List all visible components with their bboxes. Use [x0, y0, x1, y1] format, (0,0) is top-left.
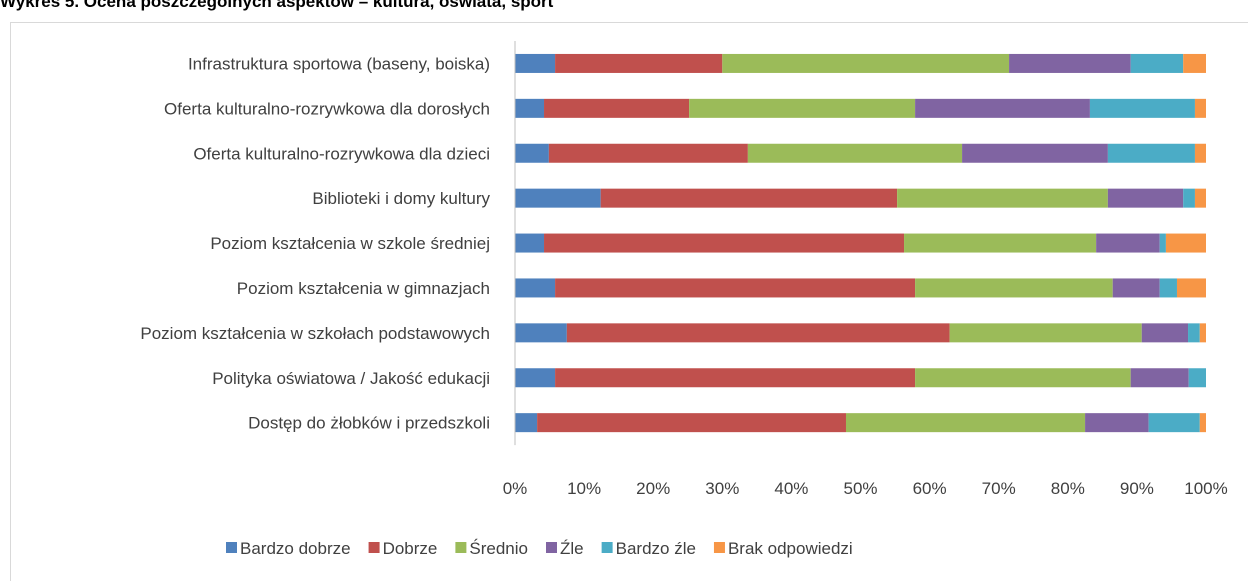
x-tick-label: 40% [774, 479, 808, 498]
bar-segment [1089, 98, 1195, 118]
bar-segment [555, 278, 916, 298]
bar-segment [548, 143, 748, 163]
bar-segment [555, 368, 916, 388]
y-tick-label: Polityka oświatowa / Jakość edukacji [212, 369, 490, 388]
bar-segment [904, 233, 1097, 253]
bar-segment [689, 98, 916, 118]
bar-segment [555, 53, 723, 73]
bar-segment [845, 413, 1086, 433]
bar-segment [915, 98, 1090, 118]
bar-segment [1188, 368, 1206, 388]
bar-segment [1096, 233, 1160, 253]
x-tick-label: 20% [636, 479, 670, 498]
bar-segment [1009, 53, 1131, 73]
bar-segment [515, 368, 556, 388]
bar-segment [1194, 188, 1206, 208]
bar-segment [1194, 143, 1206, 163]
legend-swatch [713, 542, 725, 553]
legend-label: Bardzo dobrze [240, 539, 351, 558]
legend-swatch [226, 542, 237, 553]
bar-segment [1183, 188, 1195, 208]
bar-segment [515, 278, 556, 298]
bar-segment [600, 188, 898, 208]
y-tick-label: Infrastruktura sportowa (baseny, boiska) [188, 54, 490, 73]
legend-swatch [455, 542, 467, 553]
bar-segment [515, 233, 545, 253]
bar-segment [962, 143, 1108, 163]
bar-segment [1130, 368, 1189, 388]
y-tick-label: Poziom kształcenia w szkołach podstawowy… [140, 324, 490, 343]
bar-segment [949, 323, 1142, 343]
chart-title: Wykres 5. Ocena poszczególnych aspektów … [0, 0, 554, 11]
bar-segment [515, 143, 549, 163]
bar-segment [915, 278, 1113, 298]
y-tick-label: Dostęp do żłobków i przedszkoli [248, 414, 490, 433]
bar-segment [1085, 413, 1149, 433]
y-tick-label: Biblioteki i domy kultury [312, 189, 490, 208]
x-tick-label: 30% [705, 479, 739, 498]
bar-segment [1176, 278, 1206, 298]
x-tick-label: 70% [982, 479, 1016, 498]
bar-segment [1199, 413, 1206, 433]
bar-segment [515, 413, 538, 433]
legend-label: Średnio [469, 539, 528, 558]
bar-segment [537, 413, 846, 433]
bar-segment [544, 98, 690, 118]
x-tick-label: 90% [1120, 479, 1154, 498]
bar-segment [1148, 413, 1200, 433]
x-tick-label: 100% [1184, 479, 1227, 498]
bar-segment [515, 188, 601, 208]
bar-segment [722, 53, 1010, 73]
bar-segment [747, 143, 963, 163]
y-tick-label: Oferta kulturalno-rozrywkowa dla dorosły… [164, 99, 490, 118]
legend-swatch [601, 542, 613, 553]
bar-segment [1159, 278, 1177, 298]
legend-label: Bardzo źle [616, 539, 696, 558]
bar-segment [1107, 143, 1195, 163]
bar-segment [1194, 98, 1206, 118]
bar-segment [1165, 233, 1206, 253]
y-tick-label: Poziom kształcenia w gimnazjach [237, 279, 490, 298]
bar-segment [1112, 278, 1160, 298]
bar-segment [1199, 323, 1206, 343]
bar-segment [1183, 53, 1206, 73]
bar-segment [515, 98, 545, 118]
bar-segment [1188, 323, 1200, 343]
bar-segment [1130, 53, 1184, 73]
legend-label: Źle [560, 539, 584, 558]
legend-label: Brak odpowiedzi [728, 539, 853, 558]
bar-segment [897, 188, 1108, 208]
bar-segment [515, 53, 556, 73]
legend-label: Dobrze [383, 539, 438, 558]
bar-segment [915, 368, 1131, 388]
x-tick-label: 60% [913, 479, 947, 498]
bar-segment [1159, 233, 1166, 253]
bar-segment [566, 323, 950, 343]
y-tick-label: Oferta kulturalno-rozrywkowa dla dzieci [193, 144, 490, 163]
x-tick-label: 10% [567, 479, 601, 498]
y-tick-label: Poziom kształcenia w szkole średniej [210, 234, 490, 253]
bar-segment [544, 233, 905, 253]
x-tick-label: 80% [1051, 479, 1085, 498]
legend-swatch [368, 542, 380, 553]
bar-segment [1107, 188, 1184, 208]
bar-segment [1141, 323, 1189, 343]
x-tick-label: 50% [843, 479, 877, 498]
x-tick-label: 0% [503, 479, 528, 498]
legend-swatch [546, 542, 557, 553]
bar-segment [515, 323, 567, 343]
